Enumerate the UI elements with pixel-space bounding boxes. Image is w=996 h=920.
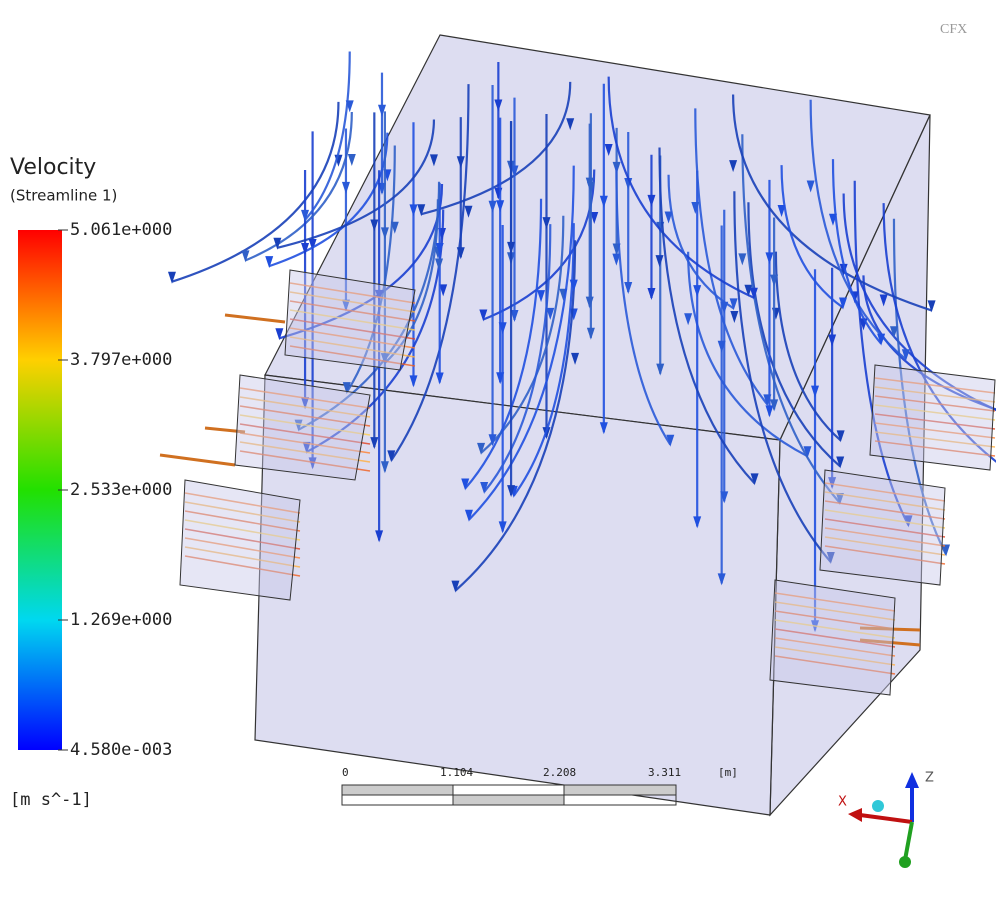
axis-triad: Z X [838,771,934,869]
y-ball [899,856,911,868]
x-arrow [848,808,862,822]
flow-arrow [241,250,249,262]
viewport: CFX Velocity (Streamline 1) 5.061e+000 3.… [0,0,996,920]
legend-title: Velocity [10,155,96,180]
outlet [820,470,945,585]
legend-subtitle: (Streamline 1) [10,187,117,205]
scale-segment [342,785,453,795]
flow-arrow [348,154,356,166]
scale-bar [342,785,676,805]
scale-tick-label: 3.311 [648,766,681,779]
x-label: X [838,795,847,810]
scale-segment [564,785,676,795]
outlet-arrow [225,315,285,322]
scale-tick-label: 1.104 [440,766,473,779]
outlet-arrow [160,455,235,465]
scale-tick-label: 0 [342,766,349,779]
legend-tick-label: 3.797e+000 [70,350,172,370]
outlet [770,580,895,695]
legend-ticks: 5.061e+000 3.797e+000 2.533e+000 1.269e+000… [58,220,172,760]
legend-tick-label: 2.533e+000 [70,480,172,500]
z-label: Z [925,771,934,786]
outlet [870,365,995,470]
scale-tick-label: 2.208 [543,766,576,779]
z-arrow [905,772,919,788]
page: CFX Velocity (Streamline 1) 5.061e+000 3.… [0,0,996,920]
legend-tick-label: 4.580e-003 [70,740,172,760]
scale-segment [453,795,564,805]
flow-arrow [342,182,350,194]
y-axis [905,822,912,860]
logo: CFX [940,22,967,37]
legend-tick-label: 1.269e+000 [70,610,172,630]
color-bar [18,230,62,750]
view-ball [872,800,884,812]
outlet [180,480,300,600]
legend-units: [m s^-1] [10,790,92,810]
scale-unit: [m] [718,766,738,779]
legend-tick-label: 5.061e+000 [70,220,172,240]
x-axis [860,815,912,822]
